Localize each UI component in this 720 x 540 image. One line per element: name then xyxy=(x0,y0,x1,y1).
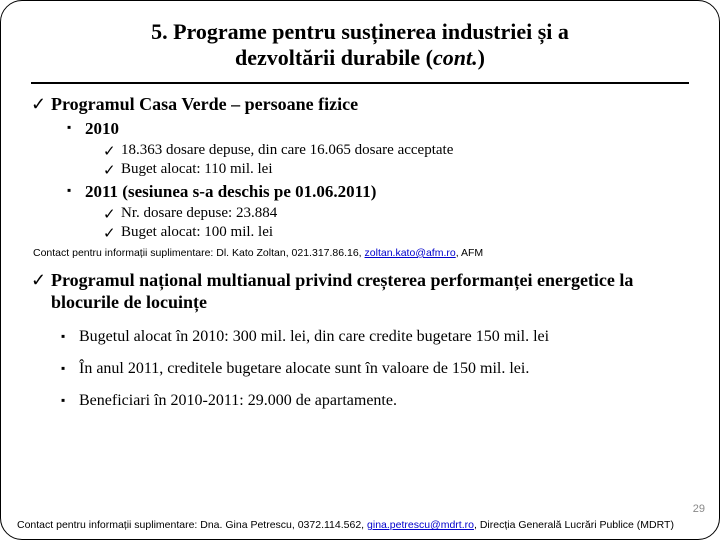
p1-2010-item2: Buget alocat: 110 mil. lei xyxy=(103,161,693,178)
p1-2011-item1: Nr. dosare depuse: 23.884 xyxy=(103,205,693,222)
page-number: 29 xyxy=(693,503,705,515)
p1-2010-label: 2010 xyxy=(67,119,693,139)
p1-contact: Contact pentru informații suplimentare: … xyxy=(33,247,693,259)
p2-bullet2: În anul 2011, creditele bugetare alocate… xyxy=(61,360,693,378)
p1-2010-item1: 18.363 dosare depuse, din care 16.065 do… xyxy=(103,142,693,159)
p1-2011-label: 2011 (sesiunea s-a deschis pe 01.06.2011… xyxy=(67,182,693,202)
footer-pre: Contact pentru informații suplimentare: … xyxy=(17,519,367,531)
p1-contact-link[interactable]: zoltan.kato@afm.ro xyxy=(365,247,456,259)
p1-contact-post: , AFM xyxy=(456,247,483,259)
p2-bullet3: Beneficiari în 2010-2011: 29.000 de apar… xyxy=(61,392,693,410)
p1-2011-item2: Buget alocat: 100 mil. lei xyxy=(103,224,693,241)
footer-link[interactable]: gina.petrescu@mdrt.ro xyxy=(367,519,474,531)
content-area: Programul Casa Verde – persoane fizice 2… xyxy=(27,94,693,410)
program2-heading: Programul național multianual privind cr… xyxy=(31,269,693,314)
title-close: ) xyxy=(478,45,485,70)
title-underline xyxy=(31,82,689,84)
slide-title: 5. Programe pentru susținerea industriei… xyxy=(27,19,693,80)
p2-bullet1: Bugetul alocat în 2010: 300 mil. lei, di… xyxy=(61,328,693,346)
slide-frame: 5. Programe pentru susținerea industriei… xyxy=(0,0,720,540)
footer-post: , Direcția Generală Lucrări Publice (MDR… xyxy=(474,519,674,531)
footer-contact: Contact pentru informații suplimentare: … xyxy=(17,519,703,531)
title-cont: cont. xyxy=(433,45,478,70)
title-line1: 5. Programe pentru susținerea industriei… xyxy=(151,19,569,44)
title-line2: dezvoltării durabile ( xyxy=(235,45,433,70)
p1-contact-pre: Contact pentru informații suplimentare: … xyxy=(33,247,365,259)
program1-heading: Programul Casa Verde – persoane fizice xyxy=(31,94,693,115)
